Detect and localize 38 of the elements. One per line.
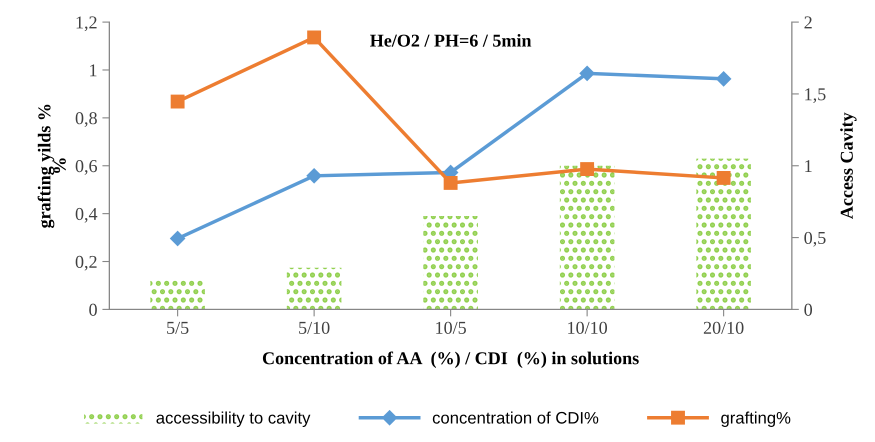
y-tick-label: 0,8 (76, 112, 97, 127)
point (580, 66, 595, 81)
y2-axis-title: Access Cavity (840, 112, 857, 219)
bar (696, 158, 751, 310)
bar (286, 268, 342, 310)
y2-tick-label: 0 (804, 304, 812, 316)
y2-tick-label: 1,5 (805, 88, 826, 103)
point (306, 168, 322, 184)
x-tick-label: 10/5 (436, 322, 466, 334)
point (444, 176, 458, 190)
y-tick-label: 1 (90, 64, 96, 76)
legend-label: grafting% (721, 411, 790, 427)
y2-tick-label: 0,5 (804, 232, 826, 247)
legend-label: accessibility to cavity (156, 411, 310, 427)
point (580, 162, 594, 176)
y-axis-title: grafting yilds % % (38, 104, 66, 228)
y2-tick-label: 2 (804, 16, 812, 28)
y-tick-label: 0,6 (76, 160, 98, 175)
y-tick-label: 1,2 (76, 16, 97, 32)
bar (423, 216, 478, 310)
y-tick-label: 0,2 (76, 256, 97, 271)
legend-label: concentration of CDI% (432, 411, 598, 424)
x-axis-title: Concentration of AA (%) / CDI (%) in solutions (262, 351, 639, 368)
x-tick-label: 20/10 (704, 322, 744, 334)
point (307, 30, 322, 44)
y2-tick-label: 1 (805, 160, 812, 172)
x-tick-label: 5/5 (167, 322, 188, 334)
bar (560, 166, 614, 310)
text: He/O2 / PH=6 / 5min (370, 34, 532, 47)
bar (150, 280, 205, 310)
point (716, 71, 732, 86)
y-tick-label: 0,4 (76, 208, 98, 223)
x-tick-label: 5/10 (299, 322, 330, 334)
point (170, 94, 185, 109)
point (170, 230, 186, 246)
y-tick-label: 0 (89, 304, 97, 316)
point (716, 171, 731, 185)
x-tick-label: 10/10 (568, 322, 607, 334)
